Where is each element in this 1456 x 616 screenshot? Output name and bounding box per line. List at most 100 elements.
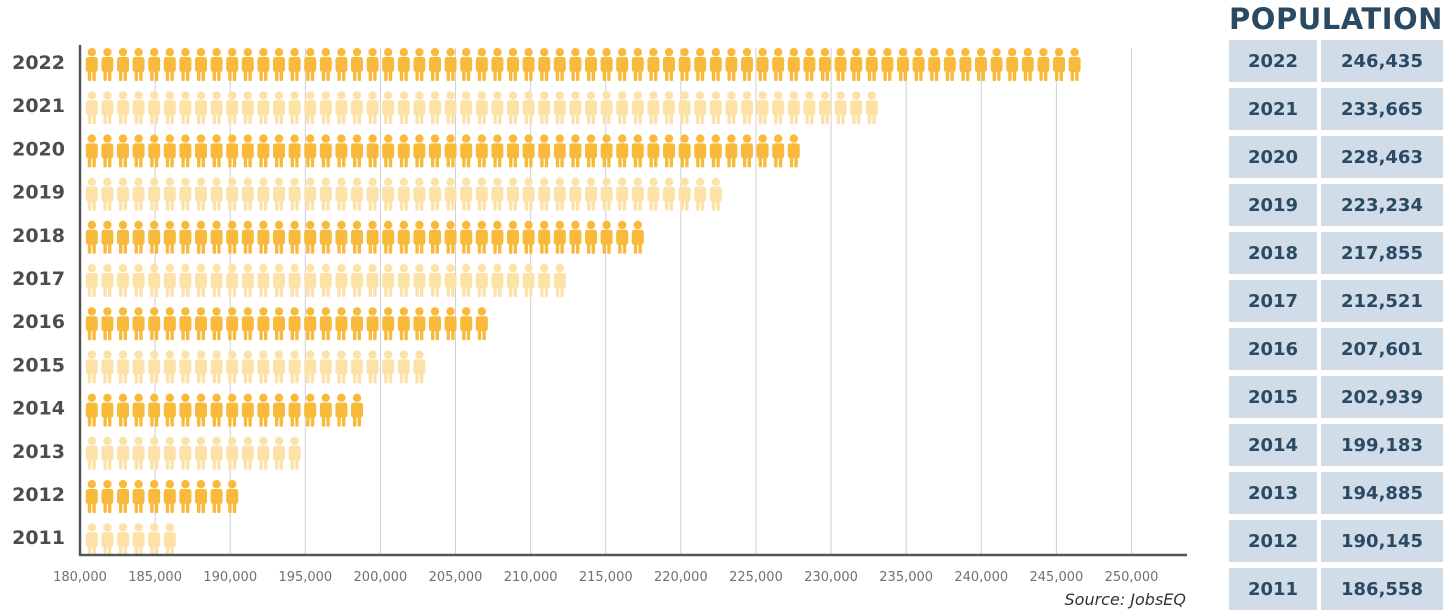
person-icon	[163, 91, 176, 125]
person-icon	[507, 48, 519, 81]
person-icon	[366, 48, 379, 81]
y-label: 2014	[12, 398, 65, 420]
person-icon	[163, 177, 176, 211]
person-icon	[429, 264, 441, 297]
person-icon	[101, 436, 114, 470]
person-icon	[382, 48, 395, 81]
person-icon	[397, 48, 410, 81]
person-icon	[179, 134, 192, 168]
table-year: 2016	[1229, 328, 1317, 370]
person-icon	[148, 220, 161, 254]
person-icon	[163, 393, 176, 427]
person-icon	[413, 177, 426, 211]
person-icon	[288, 264, 301, 297]
person-icon	[475, 177, 488, 211]
person-icon	[101, 307, 114, 341]
person-icon	[928, 48, 941, 81]
person-icon	[273, 264, 285, 297]
person-icon	[616, 134, 629, 168]
person-icon	[491, 220, 504, 254]
person-icon	[865, 91, 878, 125]
person-icon	[600, 91, 613, 125]
person-icon	[990, 48, 1003, 81]
x-tick-label: 235,000	[879, 570, 933, 585]
person-icon	[834, 48, 847, 81]
y-axis-labels: 2022 2021 2020 2019 2018 2017 2016 2015 2014 2013…	[12, 52, 65, 549]
person-icon	[117, 480, 129, 513]
table-value: 246,435	[1321, 40, 1443, 82]
person-icon	[210, 220, 223, 254]
person-icon	[195, 48, 207, 81]
person-icon	[475, 220, 488, 254]
person-icon	[226, 48, 239, 81]
person-icon	[865, 48, 878, 81]
person-icon	[85, 48, 98, 81]
person-icon	[241, 91, 254, 125]
person-icon	[148, 307, 161, 341]
person-icon	[351, 177, 363, 211]
person-icon	[663, 134, 675, 168]
person-icon	[101, 48, 114, 81]
person-icon	[600, 220, 613, 254]
person-icon	[257, 264, 270, 297]
person-icon	[101, 523, 114, 557]
person-icon	[241, 48, 254, 81]
x-tick-label: 240,000	[954, 570, 1008, 585]
table-value: 228,463	[1321, 136, 1443, 178]
person-icon	[975, 48, 987, 81]
person-icon	[273, 48, 285, 81]
person-icon	[101, 91, 114, 125]
person-icon	[491, 177, 504, 211]
table-year: 2019	[1229, 184, 1317, 226]
person-icon	[319, 91, 332, 125]
person-icon	[85, 480, 98, 513]
table-value: 223,234	[1321, 184, 1443, 226]
table-value: 190,145	[1321, 520, 1443, 562]
person-icon	[195, 91, 207, 125]
person-icon	[553, 220, 566, 254]
person-icon	[319, 48, 332, 81]
person-icon	[787, 91, 800, 125]
person-icon	[491, 91, 504, 125]
person-icon	[569, 177, 582, 211]
table-row: 2014 199,183	[1229, 424, 1443, 466]
x-tick-label: 245,000	[1030, 570, 1084, 585]
person-icon	[163, 264, 176, 297]
person-icon	[631, 134, 644, 168]
bar-2017	[85, 264, 566, 297]
person-icon	[148, 264, 161, 297]
person-icon	[444, 91, 457, 125]
person-icon	[132, 436, 145, 470]
person-icon	[226, 134, 239, 168]
person-icon	[475, 134, 488, 168]
person-icon	[475, 48, 488, 81]
person-icon	[273, 220, 285, 254]
person-icon	[647, 48, 660, 81]
pictograph-chart: 2022 2021 2020 2019 2018 2017 2016 2015 2014 2013…	[12, 45, 1187, 585]
person-icon	[257, 393, 270, 427]
person-icon	[210, 393, 223, 427]
person-icon	[787, 134, 800, 168]
person-icon	[569, 48, 582, 81]
person-icon	[709, 134, 722, 168]
table-value: 202,939	[1321, 376, 1443, 418]
person-icon	[585, 220, 597, 254]
person-icon	[819, 91, 831, 125]
person-icon	[507, 264, 519, 297]
person-icon	[756, 91, 769, 125]
person-icon	[179, 393, 192, 427]
person-icon	[647, 134, 660, 168]
person-icon	[709, 48, 722, 81]
person-icon	[226, 393, 239, 427]
table-row: 2016 207,601	[1229, 328, 1443, 370]
person-icon	[647, 91, 660, 125]
person-icon	[257, 91, 270, 125]
person-icon	[163, 48, 176, 81]
bar-2016	[85, 307, 488, 341]
person-icon	[772, 91, 785, 125]
person-icon	[85, 134, 98, 168]
person-icon	[257, 350, 270, 384]
person-icon	[803, 48, 816, 81]
y-label: 2012	[12, 484, 65, 506]
person-icon	[210, 134, 223, 168]
